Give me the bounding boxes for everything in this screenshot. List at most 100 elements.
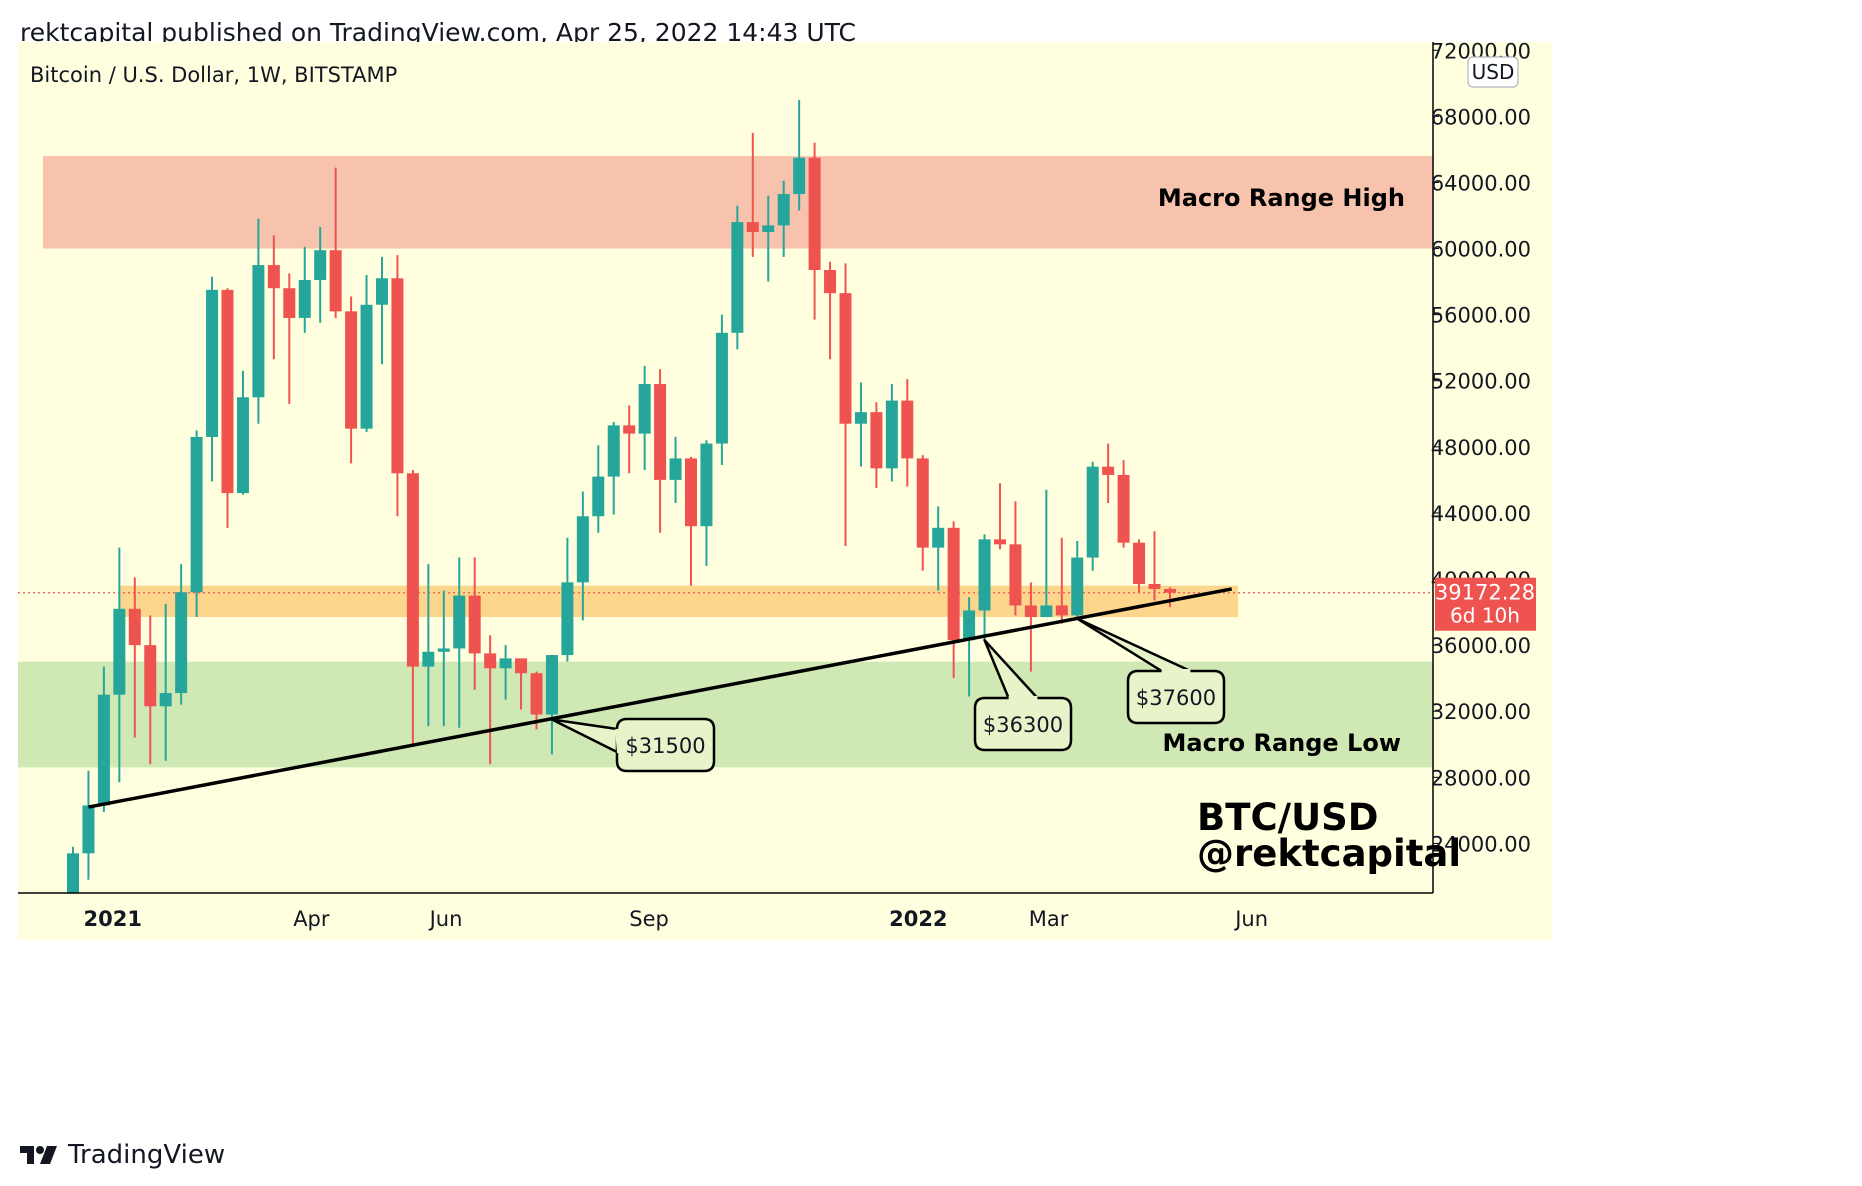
candle-body [901,400,914,459]
candle-body [1163,588,1176,593]
candle-body [731,222,744,333]
candle-body [453,595,466,649]
candle-body [1055,605,1068,616]
callout-31500: $31500 [550,717,716,773]
price-tick-label: 64000.00 [1431,171,1531,195]
candle-body [329,250,342,312]
candle-body [916,458,929,548]
candle-body [144,645,157,707]
currency-badge: USD [1467,56,1519,88]
candle-body [530,673,543,715]
candle-body [1102,466,1115,475]
time-tick-label: Mar [1029,907,1069,931]
watermark-line-1: BTC/USD [1197,796,1379,839]
candle-body [700,443,713,527]
candle-body [1071,557,1084,616]
candle-body [128,608,141,646]
candle-body [1009,544,1022,606]
candle-body [638,384,651,434]
candle-body [808,157,821,271]
candle-body [206,289,219,437]
candle-body [1133,542,1146,584]
candle-body [654,384,667,480]
price-tick-label: 56000.00 [1431,304,1531,328]
candle-body [854,412,867,424]
candle-body [267,265,280,289]
candle-body [406,473,419,667]
time-tick-label: 2021 [84,907,142,931]
price-tick-label: 24000.00 [1431,832,1531,856]
price-tick-label: 68000.00 [1431,105,1531,129]
candle-body [561,582,574,656]
candle-body [190,436,203,593]
candle-body [1024,605,1037,618]
tradingview-brand: TradingView [68,1140,226,1170]
callout-label: $36300 [983,713,1063,737]
chart-title: Bitcoin / U.S. Dollar, 1W, BITSTAMP [30,63,397,87]
candle-body [947,527,960,641]
candle-body [314,250,327,280]
candles [67,99,1176,922]
candle-body [499,658,512,669]
price-tick-label: 52000.00 [1431,370,1531,394]
callout-box [973,696,1073,752]
current-price-value: 39172.28 [1435,581,1535,605]
footer[interactable]: TradingView [20,1140,225,1170]
candle-body [793,157,806,195]
candle-body [777,194,790,226]
candle-body [283,288,296,318]
price-axis-background [1433,42,1552,893]
candle-body [391,278,404,474]
time-tick-label: Jun [1233,907,1268,931]
candle-body [113,608,126,695]
candle-body [484,653,497,669]
currency-badge-label: USD [1472,60,1515,84]
currency-badge-box [1467,56,1519,88]
price-tick-label: 60000.00 [1431,238,1531,262]
candle-body [715,332,728,444]
callout-label: $31500 [625,734,705,758]
candlestick-chart[interactable]: $31500 $36300 $37600 24000.00 28000.00 32000… [0,0,1862,1130]
candle-body [437,648,450,652]
candle-body [159,693,172,707]
callout-box [615,717,716,773]
price-tick-label: 32000.00 [1431,700,1531,724]
candle-body [746,222,759,233]
candle-body [1117,474,1130,543]
candle-body [82,805,95,854]
candle-body [376,278,388,305]
callouts: $31500 $36300 $37600 [550,617,1226,773]
candle-body [963,610,976,641]
time-axis[interactable]: 2021 Apr Jun Sep 2022 Mar Jun [18,892,1552,940]
time-axis-background [18,893,1552,940]
candle-body [545,655,558,715]
candle-body [885,400,898,469]
candle-body [360,304,373,429]
zone-label-range-high: Macro Range High [1158,184,1405,212]
candle-body [592,476,605,517]
price-tick-label: 28000.00 [1431,766,1531,790]
candle-body [824,270,837,294]
trendline [88,587,1233,809]
chart-labels: Bitcoin / U.S. Dollar, 1W, BITSTAMP Macro… [30,63,1461,875]
candle-body [576,516,589,583]
current-price-countdown: 6d 10h [1450,604,1520,628]
candle-body [1086,466,1099,558]
price-tick-label: 44000.00 [1431,502,1531,526]
candle-body [298,279,311,318]
price-tick-label: 36000.00 [1431,634,1531,658]
candle-body [607,425,620,477]
candle-body [422,651,435,667]
zone-label-range-low: Macro Range Low [1162,729,1401,757]
candle-body [236,397,249,494]
zone-3 [120,585,1238,618]
price-axis[interactable]: 24000.0028000.0032000.0036000.0040000.00… [1431,39,1552,940]
time-tick-label: 2022 [889,907,947,931]
support-trendline [88,587,1233,809]
time-tick-label: Sep [629,907,669,931]
candle-body [1040,605,1053,618]
candle-body [870,412,883,469]
tradingview-logo-icon [20,1146,57,1164]
candle-body [221,289,234,494]
